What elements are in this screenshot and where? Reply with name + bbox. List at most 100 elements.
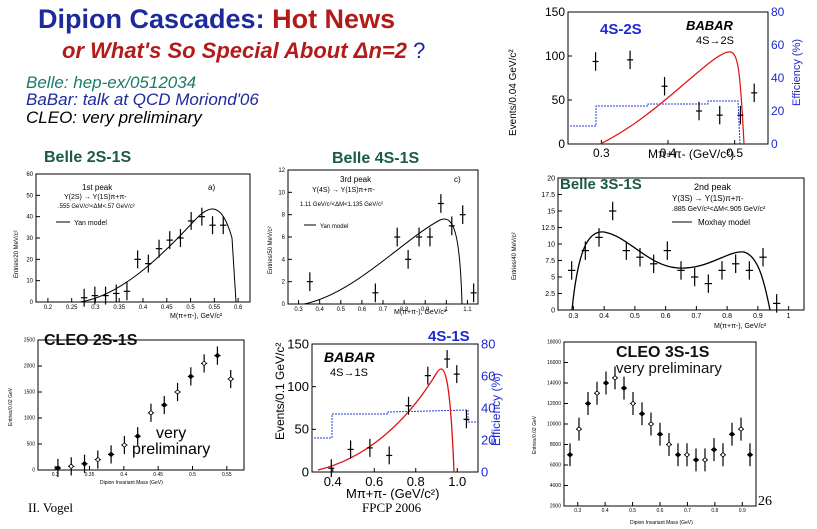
plot-babar-4s2s: 4S-2S BABAR 4S→2S Events/0.04 GeV/c² Eff… — [508, 6, 803, 160]
y-tick-label: 1500 — [24, 390, 35, 396]
frame — [311, 343, 479, 473]
x-tick-label: 0.45 — [153, 472, 163, 478]
x-tick-label: 0.45 — [161, 305, 173, 311]
plot-cleo-2s1s: very preliminary Entries/0.02 GeV Dipion… — [8, 338, 245, 486]
data-point — [134, 427, 141, 446]
y-tick-label: 10 — [547, 241, 555, 248]
data-point — [80, 288, 88, 307]
ylabel: Entries/50 MeV/c² — [268, 226, 274, 274]
x-tick-label: 0.8 — [711, 508, 718, 514]
data-point — [648, 412, 654, 436]
data-point — [567, 261, 576, 280]
y-tick-label: 20 — [547, 175, 555, 182]
data-point — [718, 261, 726, 280]
panel-title-babar-4s1s: 4S-1S — [428, 328, 470, 345]
y-tick-label: 8 — [282, 213, 286, 219]
x-tick-label: 0.4 — [660, 146, 677, 160]
x-tick-label: 0.7 — [684, 508, 691, 514]
y-tick-label: 10000 — [547, 422, 561, 428]
x-tick-label: 0.6 — [234, 305, 243, 311]
y-tick-label: 50 — [295, 422, 309, 437]
x-tick-label: 0.3 — [294, 307, 303, 313]
x-tick-label: 0.3 — [569, 313, 579, 320]
data-point — [595, 228, 603, 247]
x-tick-label: 0.35 — [113, 305, 125, 311]
data-point — [592, 52, 599, 71]
y-tick-label: 12.5 — [541, 225, 555, 232]
data-point — [424, 366, 431, 385]
data-point — [666, 433, 672, 456]
data-point — [621, 376, 627, 400]
data-point — [594, 381, 600, 405]
peak-label: 2nd peak — [694, 182, 732, 192]
subtitle-question: ? — [406, 38, 426, 63]
decay-label: Υ(3S) → Υ(1S)π+π- — [672, 194, 744, 203]
y-tick-label: 12000 — [547, 401, 561, 407]
x-tick-label: 0.55 — [208, 305, 220, 311]
xlabel: Mπ+π- (GeV/c²) — [648, 147, 734, 160]
fit-curve — [599, 51, 745, 145]
y-tick-label: 150 — [545, 6, 565, 19]
plot-belle-4s1s: 3rd peak Υ(4S) → Υ(1S)π+π- 1.11 GeV/c²<Δ… — [268, 168, 479, 316]
data-point — [675, 443, 681, 467]
y-tick-label: 100 — [545, 49, 565, 63]
y2-tick-label: 80 — [481, 336, 495, 351]
data-point — [174, 382, 181, 402]
data-point — [657, 422, 663, 446]
y2-tick-label: 20 — [481, 432, 495, 447]
data-point — [394, 227, 401, 247]
data-point — [347, 440, 354, 459]
y-tick-label: 0 — [30, 300, 34, 306]
x-tick-label: 0.7 — [379, 307, 388, 313]
frame — [37, 339, 245, 471]
xlabel: M(π+π-), GeV/c² — [170, 313, 223, 320]
y-tick-label: 16000 — [547, 360, 561, 366]
data-point — [459, 205, 466, 225]
data-point — [622, 241, 631, 260]
x-tick-label: 0.7 — [692, 313, 702, 320]
xlabel: Dipion Invariant Mass (GeV) — [100, 480, 163, 486]
axes-ticks: 0.3 0.4 0.5 0.6 0.7 0.8 0.9 1 20 17.5 15 12.5 10 7.5 5… — [541, 175, 790, 320]
ylabel: Entries/20 MeV/c² — [14, 230, 20, 278]
xlabel: Mπ+π- (GeV/c²) — [346, 486, 439, 500]
cut-label: 1.11 GeV/c²<ΔM<1.135 GeV/c² — [300, 202, 383, 208]
ylabel: Events/0.04 GeV/c² — [508, 49, 519, 136]
y-tick-label: 10 — [26, 279, 33, 285]
x-tick-label: 0.5 — [186, 305, 195, 311]
y2label: Efficiency (%) — [489, 373, 503, 446]
x-tick-label: 0.8 — [722, 313, 732, 320]
tag-label: c) — [454, 175, 461, 184]
data-point — [738, 417, 744, 441]
data-point — [612, 366, 618, 390]
data-point — [684, 443, 690, 467]
data-point — [214, 346, 221, 365]
data-point — [639, 402, 645, 426]
x-tick-label: 0.8 — [400, 307, 409, 313]
panel-title-belle-4s1s: Belle 4S-1S — [332, 150, 420, 167]
data-point — [328, 459, 335, 478]
model-label: Yan model — [74, 220, 107, 227]
subtitle-text: or What's So Special About — [62, 38, 354, 63]
peak-label: 1st peak — [82, 183, 113, 192]
y-tick-label: 2000 — [24, 364, 35, 370]
babar-logo: BABAR — [324, 349, 375, 365]
data-point — [704, 274, 713, 293]
data-points — [567, 201, 781, 313]
data-point — [581, 241, 590, 260]
xlabel: Dipion Invariant Mass (GeV) — [630, 520, 693, 526]
y-tick-label: 150 — [287, 336, 309, 351]
y-tick-label: 14000 — [547, 381, 561, 387]
panel-title-cleo-3s1s: CLEO 3S-1S — [616, 344, 710, 361]
y-tick-label: 0 — [551, 307, 555, 314]
data-point — [386, 446, 393, 465]
data-point — [470, 283, 477, 303]
data-point — [636, 247, 644, 267]
data-point — [416, 227, 423, 247]
slide-subtitle: or What's So Special About Δn=2 ? — [62, 38, 425, 64]
decay-label: Υ(4S) → Υ(1S)π+π- — [312, 187, 375, 194]
transition: 4S→1S — [330, 367, 368, 379]
data-point — [630, 392, 636, 415]
cut-label: .555 GeV/c²<ΔM<.57 GeV/c² — [58, 204, 135, 210]
y-tick-label: 4 — [282, 257, 286, 263]
y-tick-label: 40 — [26, 215, 33, 221]
